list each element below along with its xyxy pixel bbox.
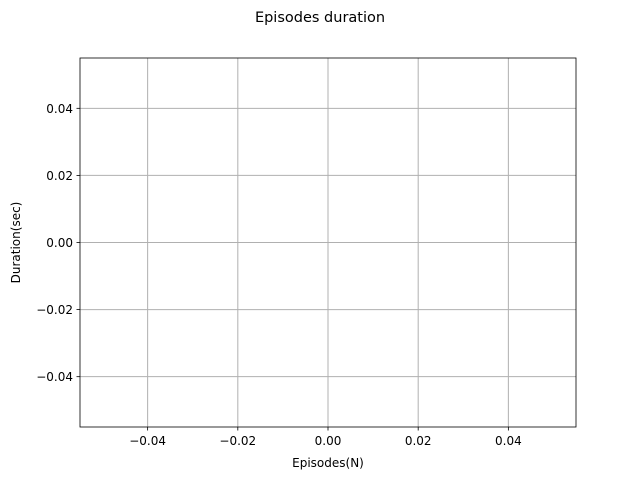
y-tick-label: 0.02: [46, 169, 73, 183]
x-tick-label: −0.02: [219, 434, 256, 448]
x-axis-label: Episodes(N): [292, 456, 364, 470]
x-axis: −0.04 −0.02 0.00 0.02 0.04: [129, 427, 522, 448]
grid-lines: [80, 58, 576, 427]
x-tick-label: −0.04: [129, 434, 166, 448]
chart-title: Episodes duration: [255, 10, 385, 26]
y-tick-label: −0.02: [36, 303, 73, 317]
y-tick-label: 0.00: [46, 236, 73, 250]
x-tick-label: 0.02: [405, 434, 432, 448]
y-tick-label: 0.04: [46, 102, 73, 116]
y-tick-label: −0.04: [36, 370, 73, 384]
x-tick-label: 0.00: [315, 434, 342, 448]
x-tick-label: 0.04: [495, 434, 522, 448]
y-axis: −0.04 −0.02 0.00 0.02 0.04: [36, 102, 80, 384]
y-axis-label: Duration(sec): [9, 202, 23, 284]
